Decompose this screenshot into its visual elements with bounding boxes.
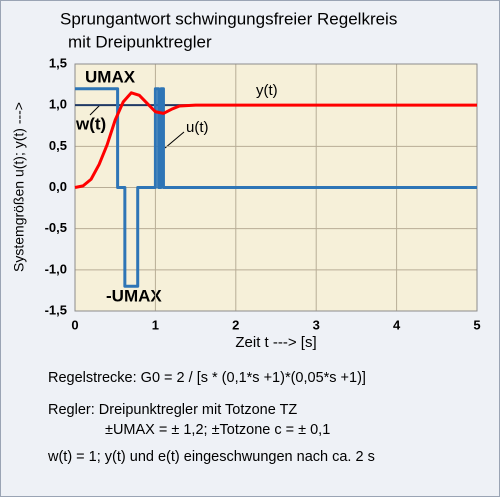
x-tick-label: 0 xyxy=(71,317,78,332)
note: ±UMAX = ± 1,2; ±Totzone c = ± 0,1 xyxy=(105,422,330,438)
y-tick-label: 0,5 xyxy=(49,138,67,153)
x-axis-label: Zeit t ---> [s] xyxy=(235,334,316,351)
series-line xyxy=(75,87,477,288)
annotation: u(t) xyxy=(186,119,209,136)
note: Regler: Dreipunktregler mit Totzone TZ xyxy=(48,402,297,418)
x-tick-label: 2 xyxy=(232,317,239,332)
y-tick-label: 0,0 xyxy=(49,179,67,194)
x-tick-label: 1 xyxy=(152,317,159,332)
y-axis-label: Systemgrößen u(t); y(t) ---> xyxy=(11,102,27,272)
note: w(t) = 1; y(t) und e(t) eingeschwungen n… xyxy=(47,449,375,465)
y-tick-label: -1,5 xyxy=(45,302,67,317)
chart-title: mit Dreipunktregler xyxy=(68,32,212,51)
annotation: UMAX xyxy=(85,67,136,86)
annotation: w(t) xyxy=(75,114,106,133)
annotation: y(t) xyxy=(256,82,278,99)
x-tick-label: 4 xyxy=(393,317,401,332)
annotation: -UMAX xyxy=(106,286,162,305)
y-tick-label: 1,5 xyxy=(49,55,67,70)
leader-line xyxy=(164,131,185,149)
chart-title: Sprungantwort schwingungsfreier Regelkre… xyxy=(60,9,397,28)
leader-line xyxy=(89,104,101,116)
x-tick-label: 3 xyxy=(313,317,320,332)
x-tick-label: 5 xyxy=(473,317,480,332)
y-tick-label: -1,0 xyxy=(45,261,67,276)
y-tick-label: -0,5 xyxy=(45,220,67,235)
note: Regelstrecke: G0 = 2 / [s * (0,1*s +1)*(… xyxy=(48,370,366,386)
series-line xyxy=(74,91,477,189)
y-tick-label: 1,0 xyxy=(49,97,67,112)
